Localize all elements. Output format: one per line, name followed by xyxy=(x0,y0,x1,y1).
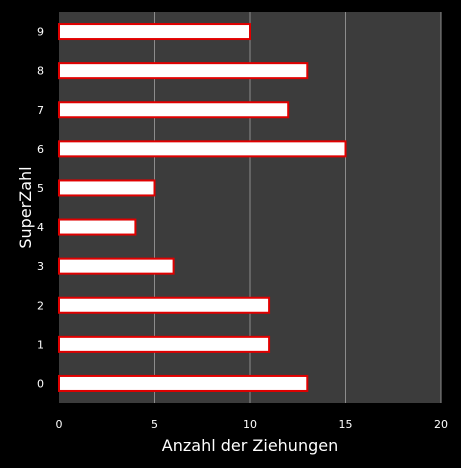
y-tick-label-5: 5 xyxy=(37,182,44,195)
bars xyxy=(58,23,347,392)
bar-2 xyxy=(58,296,271,314)
x-tick-label-5: 5 xyxy=(151,418,158,431)
y-tick-label-6: 6 xyxy=(37,143,44,156)
y-tick-label-2: 2 xyxy=(37,299,44,312)
bar-6 xyxy=(58,140,347,158)
y-tick-label-7: 7 xyxy=(37,104,44,117)
y-tick-label-4: 4 xyxy=(37,221,44,234)
y-tick-labels: 0 1 2 3 4 5 6 7 8 9 xyxy=(37,26,44,391)
y-tick-label-3: 3 xyxy=(37,260,44,273)
y-tick-label-8: 8 xyxy=(37,65,44,78)
x-tick-label-10: 10 xyxy=(243,418,257,431)
y-tick-label-1: 1 xyxy=(37,338,44,351)
bar-7 xyxy=(58,101,290,119)
x-tick-labels: 0 5 10 15 20 xyxy=(56,418,449,431)
y-tick-label-0: 0 xyxy=(37,377,44,390)
bar-1 xyxy=(58,335,271,353)
y-axis-label: SuperZahl xyxy=(16,166,35,248)
y-tick-label-9: 9 xyxy=(37,26,44,39)
bar-8 xyxy=(58,62,309,80)
x-tick-label-20: 20 xyxy=(434,418,448,431)
bar-4 xyxy=(58,218,137,236)
x-tick-label-0: 0 xyxy=(56,418,63,431)
bar-9 xyxy=(58,23,251,41)
x-axis-label: Anzahl der Ziehungen xyxy=(162,436,338,455)
x-tick-label-15: 15 xyxy=(339,418,353,431)
bar-5 xyxy=(58,179,156,197)
bar-0 xyxy=(58,374,309,392)
bar-3 xyxy=(58,257,175,275)
